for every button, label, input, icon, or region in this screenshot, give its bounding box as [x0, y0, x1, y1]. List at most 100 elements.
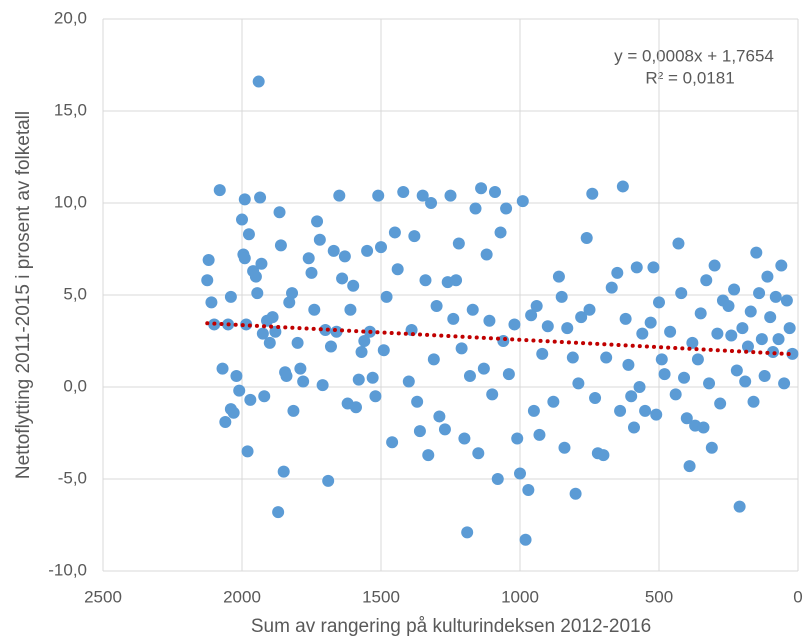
point	[352, 373, 365, 386]
point	[611, 266, 624, 279]
point	[256, 327, 269, 340]
y-tick-label: 0,0	[63, 376, 87, 395]
point	[413, 425, 426, 438]
point	[769, 290, 782, 303]
point	[380, 290, 393, 303]
y-tick-label: 20,0	[54, 8, 87, 27]
point	[772, 333, 785, 346]
point	[630, 261, 643, 274]
point	[555, 290, 568, 303]
point	[375, 241, 387, 254]
point	[201, 274, 214, 287]
point	[705, 441, 718, 454]
point	[274, 239, 287, 252]
point	[483, 314, 496, 327]
point	[778, 377, 791, 390]
point	[678, 371, 691, 384]
point	[694, 307, 707, 320]
point	[547, 395, 560, 408]
point	[258, 390, 271, 403]
point	[455, 342, 468, 355]
point	[511, 432, 524, 445]
point	[669, 388, 682, 401]
point	[697, 421, 710, 434]
x-tick-label: 500	[645, 587, 673, 606]
x-tick-label: 2500	[84, 587, 122, 606]
point	[224, 290, 237, 303]
point	[458, 432, 471, 445]
point	[569, 487, 582, 500]
point	[672, 237, 685, 250]
point	[324, 340, 337, 353]
point	[361, 244, 374, 257]
point	[514, 467, 526, 480]
point	[691, 353, 704, 366]
point	[561, 322, 574, 335]
point	[525, 309, 538, 322]
point	[450, 274, 463, 287]
point	[277, 465, 290, 478]
point	[411, 395, 424, 408]
point	[216, 362, 229, 375]
point	[750, 246, 763, 259]
point	[219, 415, 232, 428]
point	[597, 449, 610, 462]
point	[355, 346, 368, 359]
point	[653, 296, 665, 309]
point	[255, 257, 268, 270]
point	[728, 283, 741, 296]
point	[319, 323, 332, 336]
y-tick-label: -10,0	[48, 560, 87, 579]
point	[753, 287, 766, 300]
point	[227, 406, 240, 419]
point	[586, 187, 599, 200]
point	[438, 423, 451, 436]
point	[327, 244, 340, 257]
point	[583, 303, 596, 316]
point	[775, 259, 788, 272]
trendline-equation: y = 0,0008x + 1,7654	[614, 46, 774, 65]
point	[372, 189, 385, 202]
point	[711, 327, 724, 340]
point	[291, 336, 304, 349]
point	[494, 226, 507, 239]
point	[466, 303, 479, 316]
point	[744, 305, 757, 318]
point	[558, 441, 571, 454]
r-squared: R² = 0,0181	[645, 68, 734, 87]
point	[658, 368, 671, 381]
point	[622, 358, 635, 371]
point	[683, 460, 696, 473]
point	[786, 347, 799, 360]
point	[280, 369, 293, 382]
point	[263, 336, 276, 349]
point	[522, 484, 535, 497]
point	[783, 322, 796, 335]
point	[616, 180, 629, 193]
point	[283, 296, 296, 309]
point	[388, 226, 401, 239]
point	[419, 274, 432, 287]
x-tick-label: 1500	[362, 587, 400, 606]
point	[249, 270, 262, 283]
point	[725, 329, 738, 342]
point	[287, 404, 300, 417]
point	[714, 397, 727, 410]
point	[600, 351, 613, 364]
point	[736, 322, 749, 335]
point	[761, 270, 774, 283]
point	[575, 311, 588, 324]
point	[230, 369, 243, 382]
point	[780, 294, 793, 307]
point	[747, 395, 760, 408]
point	[527, 404, 540, 417]
point	[647, 261, 660, 274]
point	[202, 254, 215, 267]
point	[633, 381, 646, 393]
point	[461, 526, 474, 539]
trendline	[205, 321, 795, 357]
point	[233, 384, 246, 397]
point	[427, 353, 440, 366]
point	[614, 404, 627, 417]
